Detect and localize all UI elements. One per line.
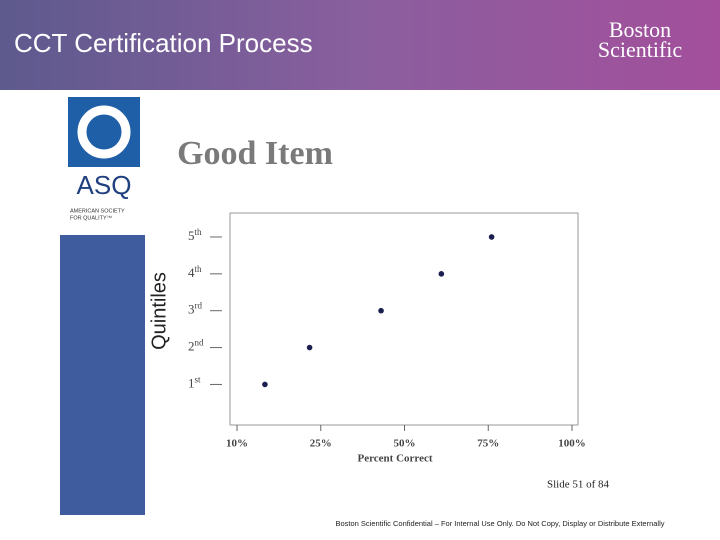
y-tick-label: 1st: [188, 375, 201, 391]
y-tick-label: 2nd: [188, 338, 204, 354]
footer: Boston Scientific Confidential – For Int…: [335, 519, 664, 528]
logo-line: Scientific: [598, 37, 683, 62]
point: [438, 271, 445, 277]
y-tick-label: 4th: [188, 264, 202, 280]
asq-q: [77, 105, 131, 159]
x-tick-label: 10%: [226, 438, 248, 450]
asq-text: FOR QUALITY™: [70, 215, 112, 221]
x-tick-label: 100%: [558, 438, 586, 450]
plot-frame: [229, 212, 579, 426]
y-tick-label: 5th: [188, 227, 202, 243]
chart-title: Good Item: [177, 135, 333, 172]
side-bar: [60, 235, 145, 515]
x-tick-label: 50%: [394, 438, 416, 450]
logo-line: Boston: [609, 17, 671, 42]
y-axis-label: Quintiles: [148, 272, 170, 350]
header-band: [0, 0, 720, 90]
slide-number: Slide 51 of 84: [547, 479, 610, 491]
asq-mark: ASQ: [77, 170, 132, 200]
asq-text: AMERICAN SOCIETY: [70, 208, 125, 214]
point: [306, 344, 313, 351]
y-tick-label: 3rd: [188, 301, 202, 317]
point: [262, 381, 268, 388]
x-axis-label: Percent Correct: [357, 453, 432, 465]
asq-logo: ASQ AMERICAN SOCIETY FOR QUALITY™: [68, 97, 140, 221]
x-tick-label: 75%: [477, 438, 499, 450]
x-tick-label: 25%: [310, 438, 332, 450]
point: [488, 234, 495, 240]
point: [378, 307, 384, 314]
slide-title: CCT Certification Process: [14, 28, 313, 58]
